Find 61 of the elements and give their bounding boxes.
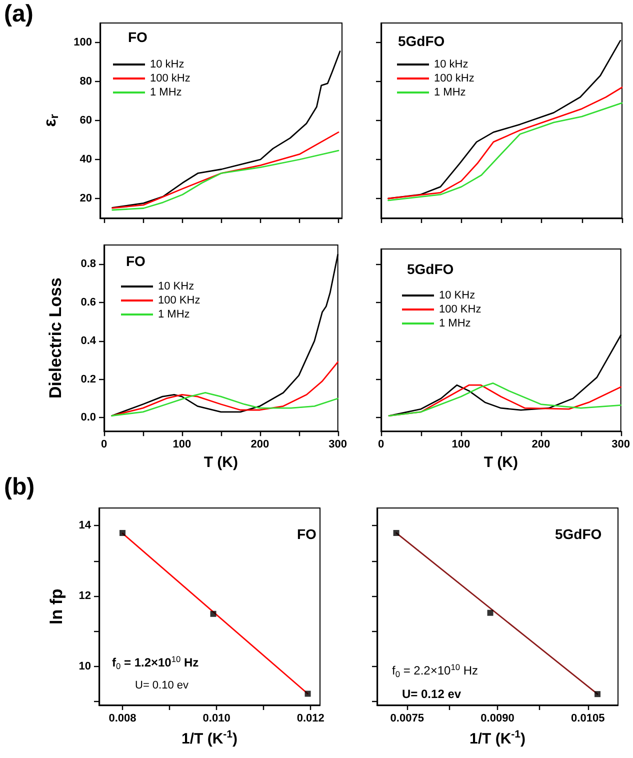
legend-label: 10 KHz [439,290,476,302]
text: 5GdFO [407,261,454,277]
legend-label: 1 MHz [439,318,471,330]
text: FO [297,526,317,542]
line-series [111,392,339,416]
line-series [112,150,340,211]
y-tick-label: 60 [80,114,92,126]
point [210,610,216,617]
legend-label: 10 kHz [434,58,468,70]
x-tick-label: 0.008 [108,712,136,724]
legend-label: 10 kHz [150,58,184,70]
legend-label: 1 MHz [150,86,182,98]
x-tick-label: 100 [172,438,192,451]
y-tick-label: 10 [78,660,91,672]
x-tick-label: 300 [612,438,630,451]
line-series [111,361,339,416]
y-tick-label: 0.6 [80,296,96,309]
x-tick-label: 0.0075 [390,712,424,724]
legend-label: 1 MHz [434,86,466,98]
text: 5GdFO [398,33,445,49]
y-tick-label: 80 [80,76,92,88]
x-tick-label: 100 [452,438,470,451]
y-tick-label: 0.0 [80,412,96,424]
x-tick-label: 0.0105 [571,712,605,724]
y-tick-label: 12 [78,590,91,602]
x-tick-label: 200 [532,438,550,451]
annotation: U= 0.10 ev [135,680,190,692]
point [304,690,311,697]
x-tick-label: 300 [328,438,348,451]
y-tick-label: 40 [80,154,92,166]
text: (b) [4,474,35,500]
x-tick-label: 0 [378,438,384,451]
y-axis-title: Dielectric Loss [46,278,65,399]
text: 5GdFO [555,526,602,542]
legend-label: 100 kHz [150,72,190,84]
x-axis-title: T (K) [204,454,238,471]
point [120,530,126,536]
legend-label: 100 KHz [439,304,482,316]
legend-label: 100 kHz [434,72,474,84]
x-tick-label: 0.010 [202,712,230,724]
y-axis-title: εr [40,114,61,127]
x-axis-title: T (K) [484,454,518,471]
legend-label: 1 MHz [158,308,190,320]
y-tick-label: 14 [78,520,92,532]
y-tick-label: 100 [74,36,92,48]
y-tick-label: 0.2 [80,373,96,386]
x-tick-label: 0 [100,438,108,451]
line-series [112,132,340,209]
legend-label: 10 KHz [158,280,194,292]
legend-label: 100 KHz [158,294,200,306]
text: FO [126,253,146,269]
y-tick-label: 0.8 [80,258,96,270]
y-axis-title: ln fp [47,588,66,624]
x-tick-label: 0.0090 [480,712,514,724]
x-tick-label: 200 [250,438,270,451]
y-tick-label: 0.4 [80,334,97,347]
annotation: U= 0.12 ev [402,687,462,701]
y-tick-label: 20 [80,192,92,204]
text: (a) [4,0,34,28]
x-tick-label: 0.012 [296,712,324,724]
chart-title: FO [128,29,148,45]
